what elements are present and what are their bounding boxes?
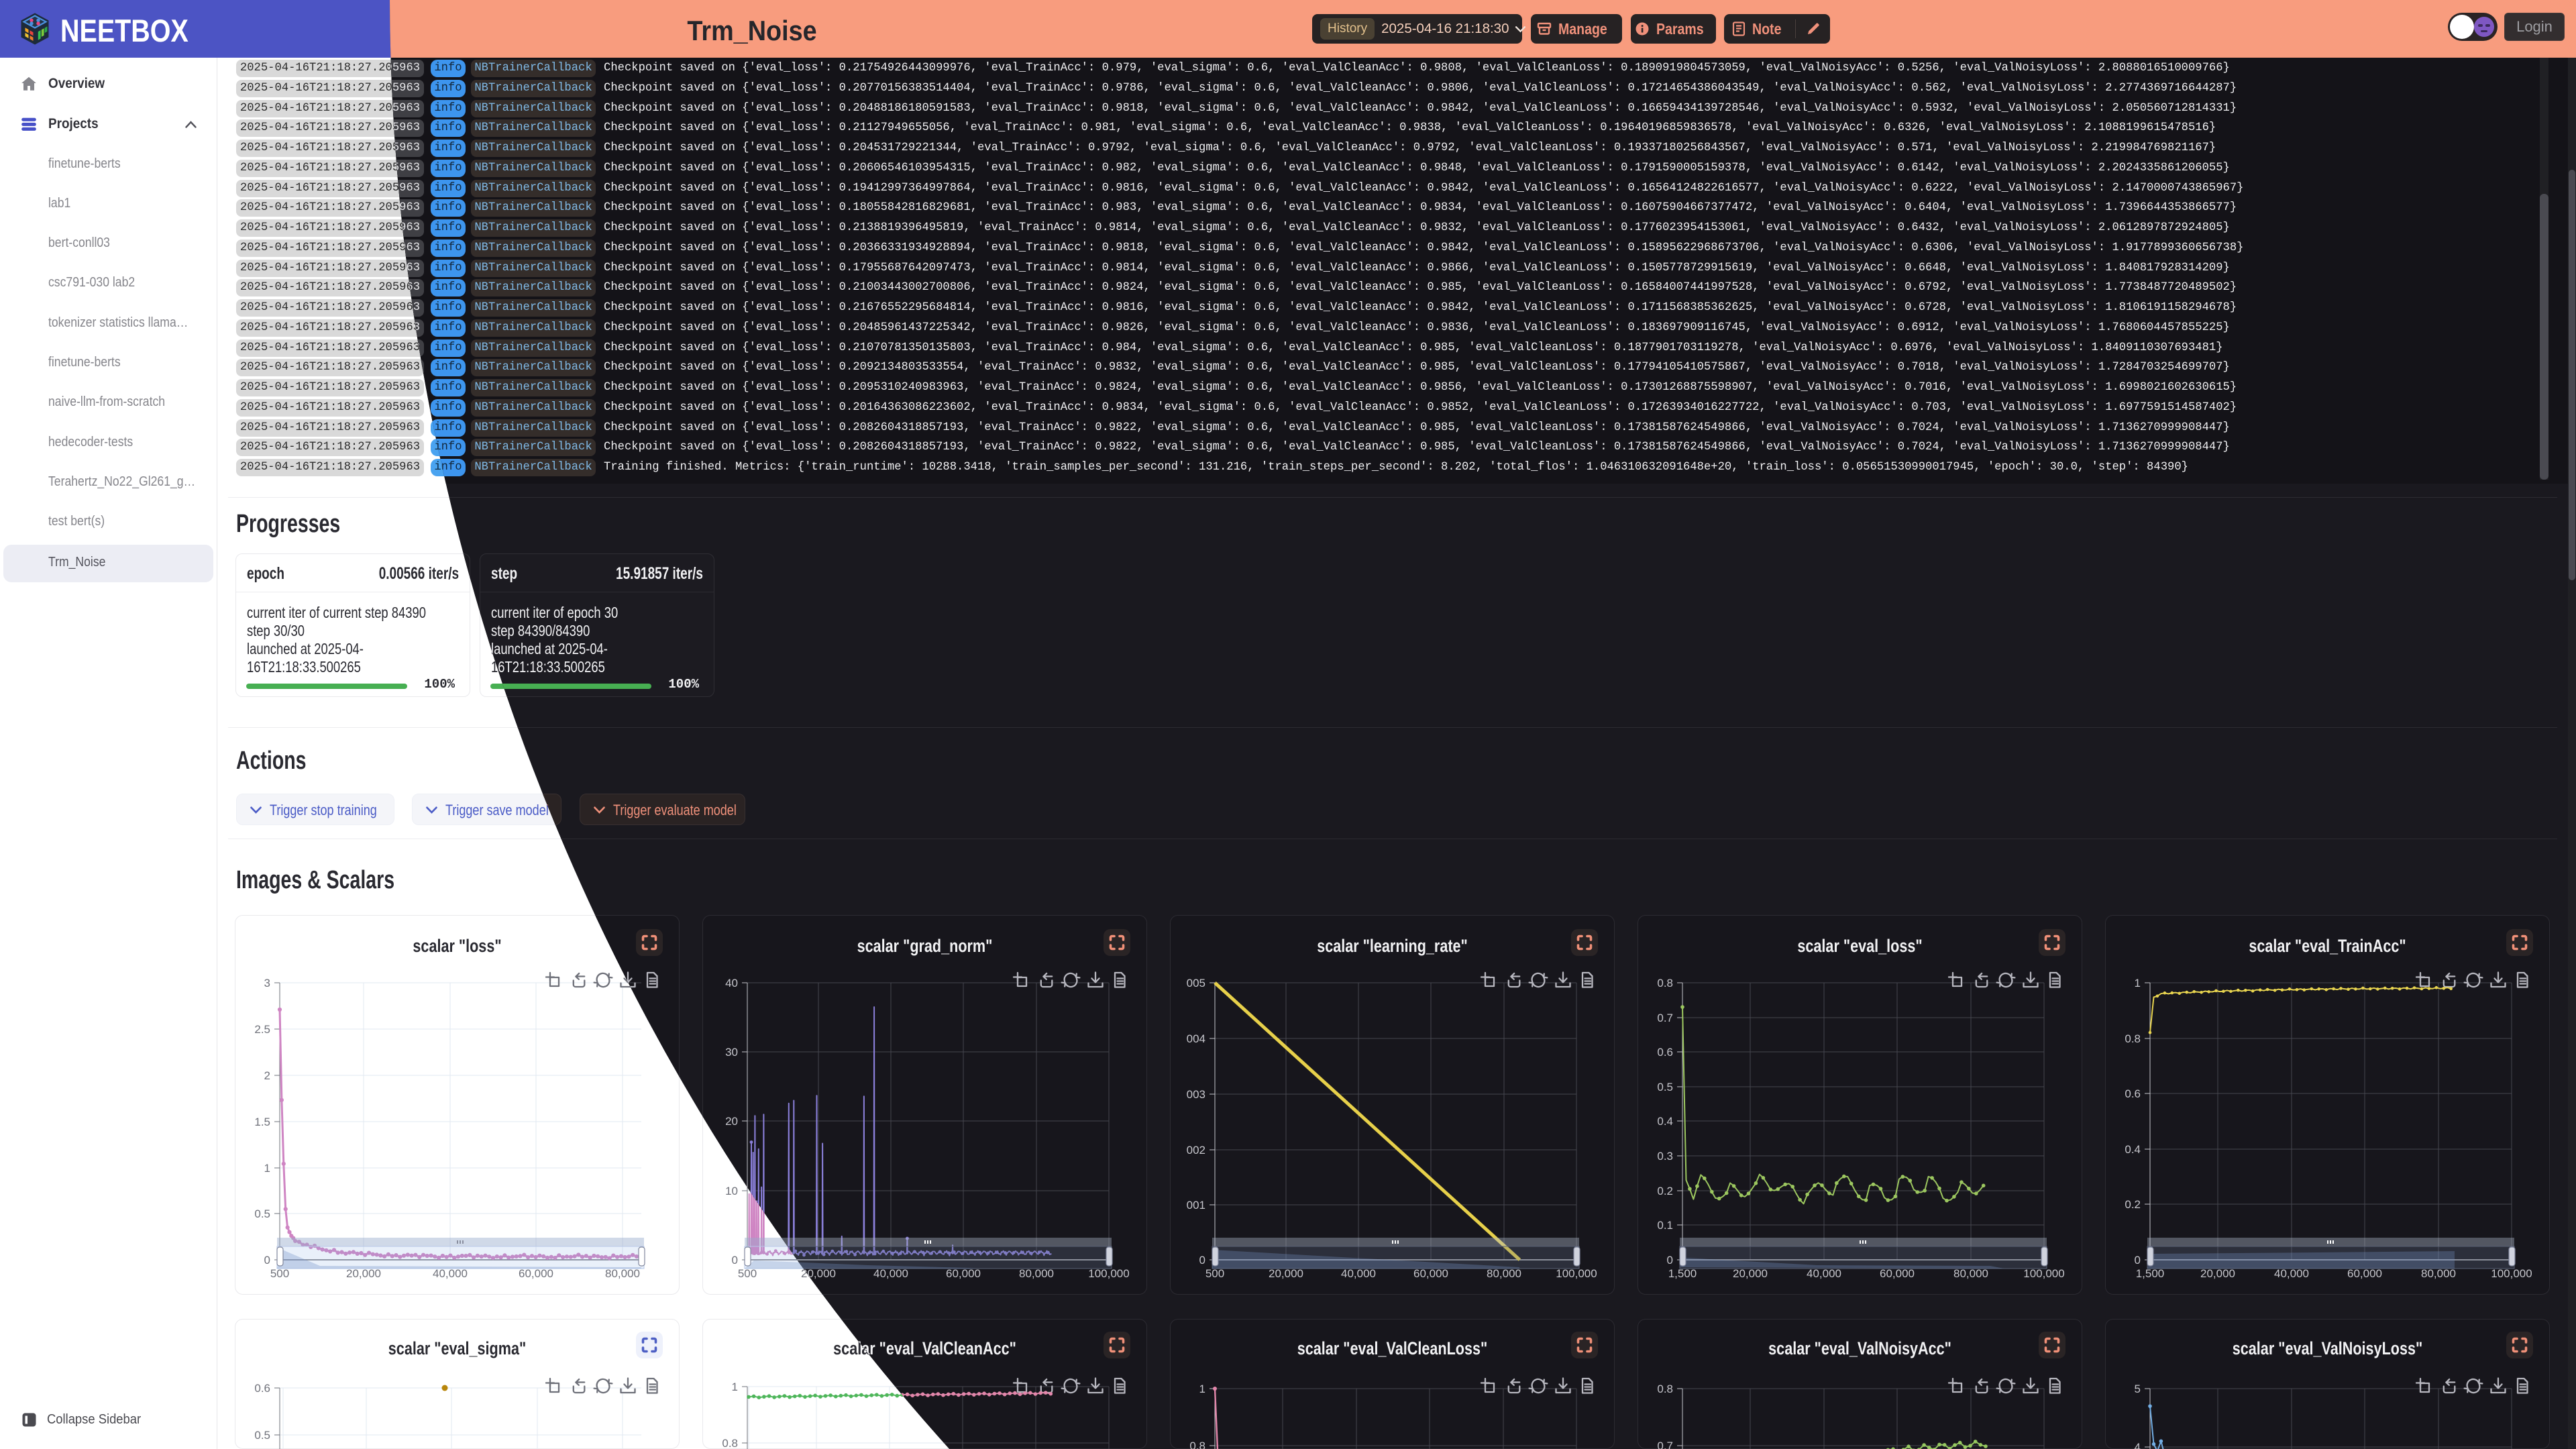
svg-text:1,500: 1,500: [2136, 1267, 2165, 1280]
svg-text:0.3: 0.3: [1657, 1150, 1673, 1163]
svg-text:80,000: 80,000: [1019, 1267, 1054, 1280]
svg-text:4: 4: [2135, 1441, 2141, 1449]
svg-text:2: 2: [264, 1069, 270, 1082]
svg-text:100,000: 100,000: [2023, 1267, 2064, 1280]
svg-text:0.2: 0.2: [1657, 1185, 1673, 1197]
svg-text:1: 1: [264, 1162, 270, 1175]
svg-text:0.8: 0.8: [1657, 1383, 1673, 1395]
svg-text:0: 0: [2135, 1254, 2141, 1267]
svg-text:0.6: 0.6: [1657, 1046, 1673, 1059]
svg-text:0.2: 0.2: [2125, 1198, 2141, 1211]
svg-text:100,000: 100,000: [1556, 1267, 1597, 1280]
svg-text:2.5: 2.5: [254, 1023, 270, 1036]
svg-text:004: 004: [1187, 1032, 1205, 1045]
svg-text:60,000: 60,000: [519, 1267, 553, 1280]
svg-text:1: 1: [2135, 977, 2141, 989]
svg-text:0: 0: [1199, 1254, 1205, 1267]
svg-text:0.8: 0.8: [2125, 1032, 2141, 1045]
svg-text:0.7: 0.7: [1657, 1440, 1673, 1449]
svg-text:0.6: 0.6: [2125, 1087, 2141, 1100]
svg-text:80,000: 80,000: [1953, 1267, 1988, 1280]
svg-text:0.7: 0.7: [1657, 1012, 1673, 1024]
svg-text:40,000: 40,000: [1807, 1267, 1841, 1280]
svg-text:60,000: 60,000: [946, 1267, 981, 1280]
svg-text:10: 10: [725, 1185, 738, 1197]
svg-text:0.1: 0.1: [1657, 1219, 1673, 1232]
svg-text:500: 500: [738, 1267, 757, 1280]
svg-text:20,000: 20,000: [1733, 1267, 1768, 1280]
svg-text:20,000: 20,000: [801, 1267, 836, 1280]
svg-text:20: 20: [725, 1115, 738, 1128]
svg-text:003: 003: [1187, 1088, 1205, 1101]
svg-text:3: 3: [264, 977, 270, 989]
svg-text:0: 0: [264, 1254, 270, 1267]
svg-text:500: 500: [1205, 1267, 1224, 1280]
svg-text:1: 1: [1199, 1383, 1205, 1395]
svg-text:40,000: 40,000: [2274, 1267, 2309, 1280]
svg-text:80,000: 80,000: [2421, 1267, 2456, 1280]
svg-text:60,000: 60,000: [1880, 1267, 1915, 1280]
svg-text:0.6: 0.6: [254, 1382, 270, 1395]
svg-text:100,000: 100,000: [2491, 1267, 2532, 1280]
svg-text:20,000: 20,000: [1269, 1267, 1303, 1280]
svg-text:40,000: 40,000: [873, 1267, 908, 1280]
svg-text:002: 002: [1187, 1144, 1205, 1157]
svg-text:20,000: 20,000: [2200, 1267, 2235, 1280]
svg-text:0: 0: [732, 1254, 738, 1267]
svg-text:30: 30: [725, 1046, 738, 1059]
svg-text:500: 500: [270, 1267, 289, 1280]
svg-text:005: 005: [1187, 977, 1205, 989]
svg-text:0.4: 0.4: [2125, 1143, 2141, 1156]
svg-text:001: 001: [1187, 1199, 1205, 1212]
svg-text:1: 1: [732, 1381, 738, 1393]
svg-text:0.5: 0.5: [254, 1208, 270, 1220]
svg-text:0.5: 0.5: [254, 1429, 270, 1442]
svg-text:80,000: 80,000: [605, 1267, 640, 1280]
svg-text:0.8: 0.8: [1189, 1440, 1205, 1449]
svg-text:60,000: 60,000: [2347, 1267, 2382, 1280]
svg-text:0.4: 0.4: [1657, 1115, 1673, 1128]
svg-text:0: 0: [1667, 1254, 1673, 1267]
svg-text:60,000: 60,000: [1413, 1267, 1448, 1280]
svg-text:40,000: 40,000: [433, 1267, 468, 1280]
svg-text:1,500: 1,500: [1668, 1267, 1697, 1280]
svg-text:80,000: 80,000: [1487, 1267, 1521, 1280]
svg-text:0.8: 0.8: [722, 1437, 738, 1449]
svg-text:1.5: 1.5: [254, 1116, 270, 1128]
svg-text:40,000: 40,000: [1341, 1267, 1376, 1280]
svg-text:0.5: 0.5: [1657, 1081, 1673, 1093]
svg-text:20,000: 20,000: [346, 1267, 381, 1280]
svg-text:100,000: 100,000: [1088, 1267, 1129, 1280]
svg-text:5: 5: [2135, 1383, 2141, 1395]
svg-text:0.8: 0.8: [1657, 977, 1673, 989]
svg-text:40: 40: [725, 977, 738, 989]
